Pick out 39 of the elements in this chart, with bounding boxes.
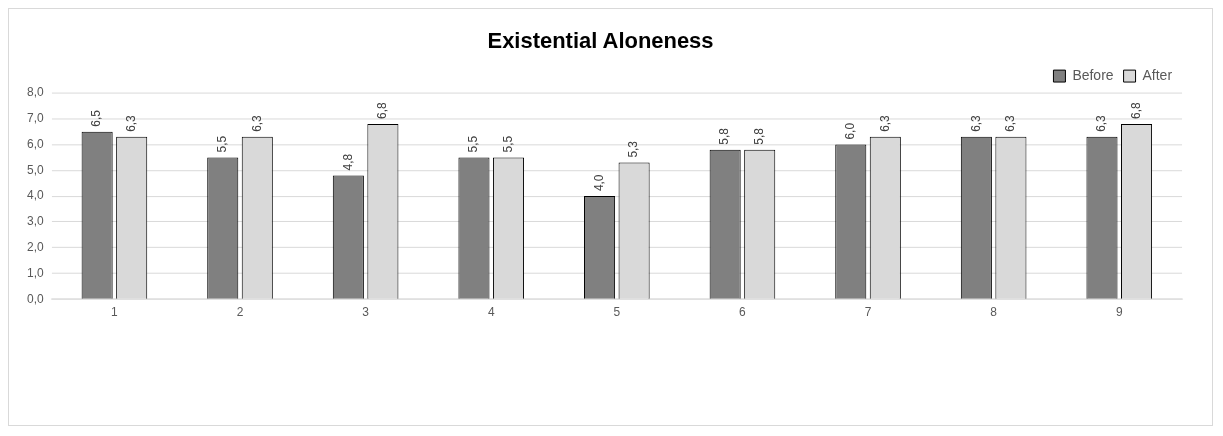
x-tick-label: 2 <box>236 304 244 319</box>
data-label: 6,8 <box>1128 102 1143 119</box>
data-label: 6,3 <box>968 114 983 132</box>
data-label: 5,5 <box>215 135 230 153</box>
y-tick-label: 3,0 <box>26 214 44 229</box>
y-tick-label: 1,0 <box>26 265 44 280</box>
x-tick-label: 9 <box>1115 304 1123 319</box>
x-tick-label: 6 <box>739 304 747 319</box>
data-label: 6,5 <box>89 109 104 127</box>
data-label: 5,5 <box>466 135 481 153</box>
data-label: 5,3 <box>626 140 641 158</box>
data-label: 4,0 <box>591 174 606 192</box>
x-tick-label: 5 <box>613 304 621 319</box>
chart-title: Existential Aloneness <box>487 28 714 54</box>
x-tick-label: 3 <box>362 304 370 319</box>
y-tick-label: 6,0 <box>26 136 44 151</box>
data-label: 6,3 <box>1094 114 1109 132</box>
legend-label: After <box>1142 66 1173 83</box>
data-label: 6,3 <box>1003 114 1018 132</box>
data-label: 5,8 <box>752 127 767 145</box>
y-tick-label: 0,0 <box>26 291 44 306</box>
x-tick-label: 1 <box>111 304 119 319</box>
y-tick-label: 8,0 <box>26 85 44 100</box>
x-tick-label: 8 <box>990 304 998 319</box>
legend-label: Before <box>1072 66 1114 83</box>
x-tick-label: 4 <box>487 304 495 319</box>
x-tick-label: 7 <box>864 304 872 319</box>
data-label: 6,8 <box>375 102 390 119</box>
data-label: 6,3 <box>877 114 892 132</box>
data-label: 6,3 <box>123 114 138 132</box>
y-tick-label: 5,0 <box>26 162 44 177</box>
data-label: 5,5 <box>500 135 515 153</box>
y-tick-label: 7,0 <box>26 111 44 126</box>
y-tick-label: 2,0 <box>26 239 44 254</box>
data-label: 4,8 <box>340 153 355 171</box>
data-label: 5,8 <box>717 127 732 145</box>
data-label: 6,0 <box>843 122 858 140</box>
data-label: 6,3 <box>249 114 264 132</box>
y-tick-label: 4,0 <box>26 188 44 203</box>
